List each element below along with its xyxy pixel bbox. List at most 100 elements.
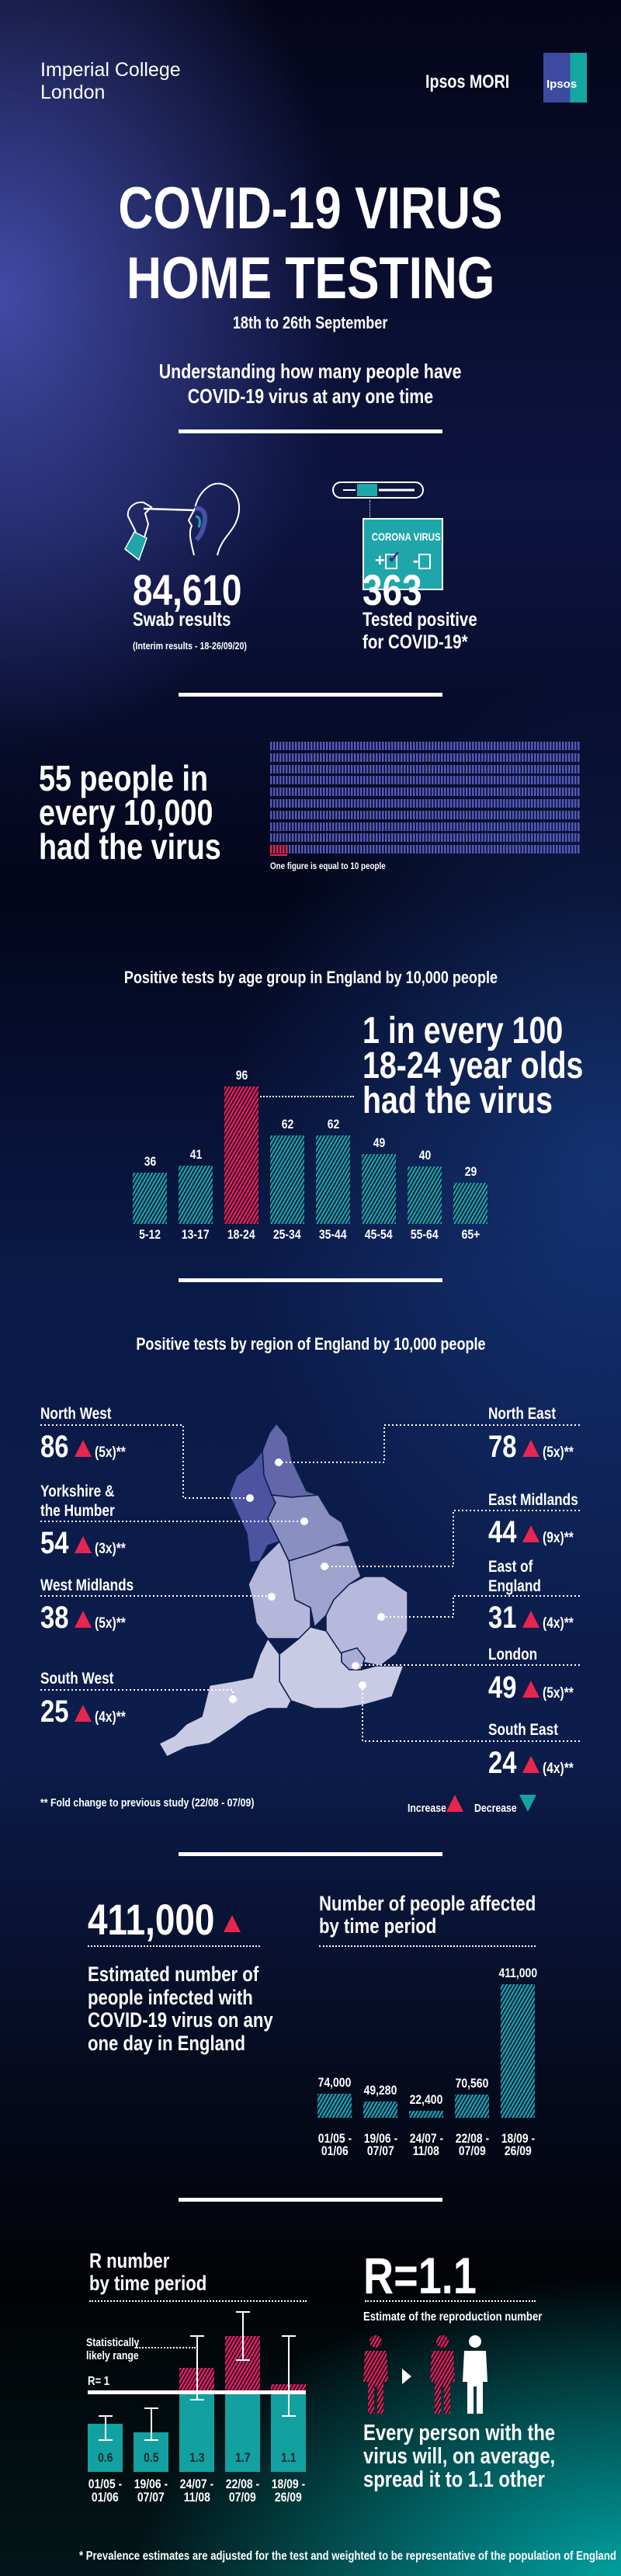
period-bar-value: 411,000 (491, 1966, 544, 1981)
r-category-text: 07/07 (137, 2490, 165, 2505)
r-bar (225, 2392, 260, 2472)
period-category: 18/09 - (491, 2131, 544, 2147)
period-category: 01/05 - (308, 2131, 361, 2147)
r-bar-value-text: 1.7 (234, 2450, 251, 2465)
ipsos-badge-text: Ipsos (546, 78, 578, 91)
r-bar-value-text: 1.1 (280, 2450, 297, 2465)
swab-test-icon (124, 482, 241, 561)
r-category-text: 01/05 - (88, 2477, 123, 2491)
period-category: 11/08 (400, 2143, 453, 2159)
error-bar (104, 2415, 106, 2440)
ipsos-badge: Ipsos (543, 53, 587, 103)
period-bar-value: 74,000 (308, 2075, 361, 2091)
r-explanation: Every person with the virus will, on ave… (363, 2421, 597, 2491)
error-bar (287, 2335, 290, 2416)
error-bar-cap (235, 2359, 250, 2361)
pictogram-row (270, 764, 581, 773)
region-stat-north-west: 86 (5x)** (40, 1431, 133, 1462)
error-bar-cap (189, 2399, 204, 2401)
ipsos-mori-logo: Ipsos MORI (425, 71, 528, 93)
age-bar-value: 36 (125, 1154, 175, 1170)
increase-icon (522, 1681, 539, 1698)
increase-icon (224, 1915, 241, 1932)
regions-items-4-value: 78 (488, 1430, 517, 1464)
regions-items-7-name: London (488, 1646, 538, 1663)
r-bar-value: 1.3 (179, 2450, 214, 2466)
pictogram-row (270, 787, 581, 797)
regions-items-1-fold: (3x)** (95, 1541, 127, 1557)
r-value: R=1.1 (363, 2250, 501, 2301)
increase-icon (522, 1611, 539, 1628)
period-category-text: 07/07 (366, 2143, 394, 2158)
region-label-yorkshire: Yorkshire & the Humber (40, 1482, 131, 1521)
period-bar-value-text: 74,000 (317, 2075, 352, 2091)
regions-items-8-name: South East (488, 1721, 558, 1739)
regions-items-5-value: 44 (488, 1515, 517, 1549)
r-chart-title: R number by time period (89, 2250, 233, 2295)
r-category-text: 07/09 (229, 2490, 256, 2505)
regions-items-5-name: East Midlands (488, 1491, 578, 1509)
positive-label-line2: for COVID-19* (363, 631, 468, 653)
age-bar-value-text: 49 (373, 1135, 385, 1150)
swab-note: (Interim results - 18-26/09/20) (133, 640, 272, 652)
error-bar-cap (235, 2311, 250, 2313)
imperial-logo-line2: London (40, 82, 106, 103)
regions-items-5-fold: (9x)** (543, 1530, 574, 1546)
period-bar (363, 2101, 397, 2118)
period-bar-value: 49,280 (354, 2083, 407, 2098)
chart_data-1-title_line1: Number of people affected (319, 1892, 536, 1915)
regions-items-4-name: North East (488, 1405, 557, 1423)
age-bar (270, 1135, 304, 1224)
region-footnote: ** Fold change to previous study (22/08 … (40, 1796, 301, 1809)
pictogram-row (270, 810, 581, 819)
increase-icon (446, 1795, 463, 1812)
pictogram (270, 742, 581, 858)
connector-south-east (362, 1685, 580, 1742)
r-category: 22/08 - (217, 2477, 268, 2492)
period-bar-value-text: 22,400 (409, 2091, 443, 2107)
r-category-text: 01/06 (92, 2490, 119, 2505)
prevalence-headline: 55 people in every 10,000 had the virus (39, 760, 261, 864)
period-bar (501, 1984, 535, 2118)
period-bar-value: 70,560 (446, 2076, 498, 2091)
period-category-text: 26/09 (504, 2143, 532, 2158)
age-bar (179, 1165, 213, 1224)
increase-icon (522, 1525, 539, 1542)
r-caption: Estimate of the reproduction number (363, 2310, 581, 2324)
infected-person-icon (430, 2335, 455, 2414)
error-bar-cap (281, 2334, 296, 2337)
imperial-logo-line1: Imperial College (40, 59, 181, 81)
region-label-east-midlands: East Midlands (488, 1490, 598, 1510)
age-bar-value-text: 36 (144, 1153, 156, 1169)
age-bar-category: 55-64 (400, 1227, 449, 1243)
chart_data-2-range_label_line2: likely range (86, 2349, 139, 2362)
error-bar-cap (281, 2414, 296, 2417)
positive-count-text: 363 (363, 565, 422, 614)
age-bar (362, 1153, 396, 1224)
r-bar-value-text: 1.3 (189, 2450, 205, 2465)
period-bar (317, 2094, 352, 2118)
regions-items-2-value: 38 (40, 1601, 69, 1635)
swab-note-text: (Interim results - 18-26/09/20) (133, 640, 247, 652)
connector-north-west (40, 1424, 250, 1499)
empty-box-icon (418, 554, 432, 570)
reference-label: R= 1 (88, 2375, 114, 2389)
regions-items-3-value: 25 (40, 1695, 69, 1729)
age-bar-value-text: 62 (281, 1116, 293, 1132)
region-stat-london: 49 (5x)** (488, 1672, 581, 1703)
age-bar-value: 49 (354, 1135, 404, 1151)
subtitle-line2: COVID-19 virus at any one time (187, 384, 434, 408)
age-bar-category-text: 65+ (461, 1227, 480, 1242)
date-range-text: 18th to 26th September (233, 313, 388, 332)
r-category: 24/07 - (172, 2477, 222, 2492)
increase-icon (75, 1536, 92, 1553)
region-stat-east-midlands: 44 (9x)** (488, 1517, 581, 1548)
age-callout-line2: 18-24 year olds (363, 1045, 584, 1086)
person-icon (463, 2335, 487, 2414)
date-range: 18th to 26th September (0, 313, 621, 333)
divider (179, 693, 442, 697)
r-category-text: 18/09 - (271, 2477, 306, 2491)
period-bar (455, 2095, 489, 2118)
